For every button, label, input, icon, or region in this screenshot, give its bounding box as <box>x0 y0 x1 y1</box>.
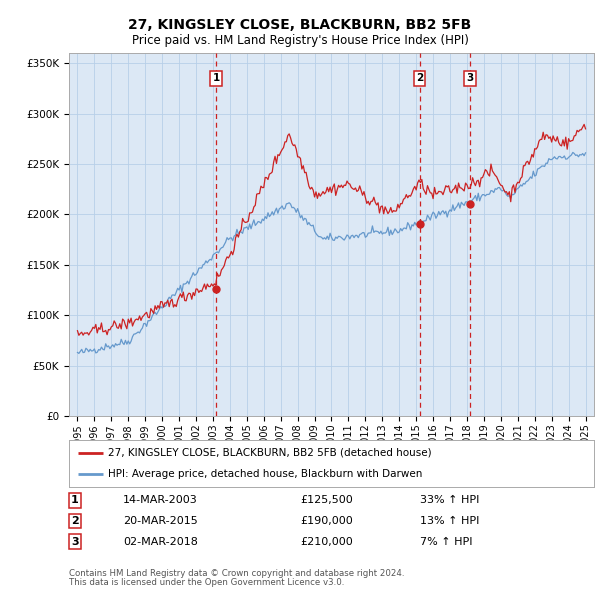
Text: 2: 2 <box>71 516 79 526</box>
Text: This data is licensed under the Open Government Licence v3.0.: This data is licensed under the Open Gov… <box>69 578 344 588</box>
Text: 27, KINGSLEY CLOSE, BLACKBURN, BB2 5FB: 27, KINGSLEY CLOSE, BLACKBURN, BB2 5FB <box>128 18 472 32</box>
Text: 02-MAR-2018: 02-MAR-2018 <box>123 537 198 546</box>
Text: 1: 1 <box>71 496 79 505</box>
Text: 14-MAR-2003: 14-MAR-2003 <box>123 496 198 505</box>
Text: 33% ↑ HPI: 33% ↑ HPI <box>420 496 479 505</box>
Text: 3: 3 <box>467 73 474 83</box>
Text: Price paid vs. HM Land Registry's House Price Index (HPI): Price paid vs. HM Land Registry's House … <box>131 34 469 47</box>
Text: £125,500: £125,500 <box>300 496 353 505</box>
Text: £190,000: £190,000 <box>300 516 353 526</box>
Text: Contains HM Land Registry data © Crown copyright and database right 2024.: Contains HM Land Registry data © Crown c… <box>69 569 404 578</box>
Text: 3: 3 <box>71 537 79 546</box>
Text: 27, KINGSLEY CLOSE, BLACKBURN, BB2 5FB (detached house): 27, KINGSLEY CLOSE, BLACKBURN, BB2 5FB (… <box>109 448 432 458</box>
Text: HPI: Average price, detached house, Blackburn with Darwen: HPI: Average price, detached house, Blac… <box>109 468 423 478</box>
Text: 20-MAR-2015: 20-MAR-2015 <box>123 516 198 526</box>
Text: 1: 1 <box>213 73 220 83</box>
Text: 2: 2 <box>416 73 423 83</box>
Text: 13% ↑ HPI: 13% ↑ HPI <box>420 516 479 526</box>
Text: £210,000: £210,000 <box>300 537 353 546</box>
Text: 7% ↑ HPI: 7% ↑ HPI <box>420 537 473 546</box>
